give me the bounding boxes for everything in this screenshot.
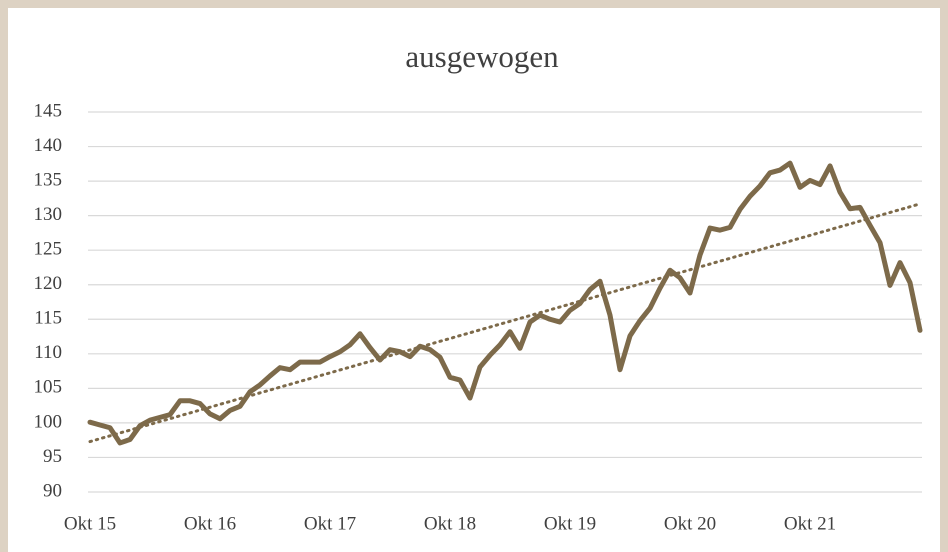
y-tick-label: 130 bbox=[34, 204, 63, 225]
data-line bbox=[87, 160, 923, 446]
x-tick-label: Okt 17 bbox=[304, 513, 356, 534]
x-tick-label: Okt 20 bbox=[664, 513, 716, 534]
plot-panel bbox=[8, 8, 940, 552]
y-tick-label: 135 bbox=[34, 169, 63, 190]
y-tick-label: 125 bbox=[34, 239, 63, 260]
x-tick-label: Okt 21 bbox=[784, 513, 836, 534]
chart-title: ausgewogen bbox=[405, 39, 559, 74]
x-tick-label: Okt 15 bbox=[64, 513, 116, 534]
y-tick-label: 95 bbox=[43, 446, 62, 467]
x-tick-label: Okt 18 bbox=[424, 513, 476, 534]
y-tick-label: 90 bbox=[43, 480, 62, 501]
y-tick-label: 110 bbox=[34, 342, 62, 363]
y-tick-label: 100 bbox=[34, 411, 63, 432]
y-tick-label: 145 bbox=[34, 100, 63, 121]
trend-line bbox=[88, 202, 922, 444]
y-tick-label: 105 bbox=[34, 377, 63, 398]
y-tick-label: 120 bbox=[34, 273, 63, 294]
x-tick-label: Okt 16 bbox=[184, 513, 236, 534]
y-tick-label: 140 bbox=[34, 135, 63, 156]
y-tick-label: 115 bbox=[34, 308, 62, 329]
x-tick-label: Okt 19 bbox=[544, 513, 596, 534]
